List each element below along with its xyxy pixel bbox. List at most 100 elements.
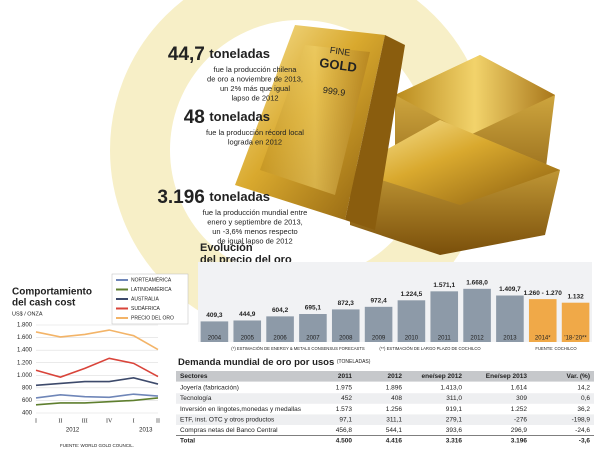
bar [233,320,262,342]
footnote: (*) ESTIMACIÓN DE ENERGY & METALS CONSEN… [231,346,365,351]
table-cell: 4.416 [386,438,403,445]
legend-label: PRECIO DEL ORO [131,315,174,321]
callout-headline: 44,7 toneladas [168,44,270,65]
callout-number: 48 [184,107,205,128]
series-line [35,376,159,387]
x-tick-label: 2006 [273,336,287,342]
callout-text: fue la producción mundial entre [203,208,308,217]
plot-bg [198,262,592,342]
table-cell: 296,9 [511,427,528,434]
x-tick-label: 2011 [438,336,452,342]
table-cell: 1.573 [336,406,353,413]
table-cell: 14,2 [577,385,590,392]
table-cell: Tecnología [180,395,212,402]
table-cell: 279,1 [446,416,463,423]
y-tick-label: 400 [22,411,33,417]
table-title: Demanda mundial de oro por usos (TONELAD… [178,357,371,368]
bar [561,302,590,342]
value-label: 1.409,7 [499,286,521,293]
series-line [35,329,159,351]
callout-unit: toneladas [209,189,270,204]
chart-title: del cash cost [12,298,76,309]
x-tick-label: 2009 [372,336,386,342]
table-header: Sectores [180,373,208,380]
bar [299,314,327,342]
callout-headline: 48 toneladas [184,107,270,128]
callout-text: fue la producción chilena [214,65,298,74]
source: FUENTE: WORLD GOLD COUNCIL. [60,443,134,448]
callout-text: un -3,6% menos respecto [212,227,297,236]
table-unit: (TONELADAS) [337,359,371,365]
table-cell: 0,6 [581,395,590,402]
table-cell: 452 [341,395,352,402]
table-cell: 311,0 [446,395,462,402]
bar [496,295,524,342]
table-cell: 1.252 [511,406,528,413]
y-tick-label: 800 [22,385,33,391]
table-cell: 456,8 [336,427,353,434]
x-tick-label: II [156,418,160,424]
table-cell: Total [180,438,195,445]
callout-text: lograda en 2012 [228,137,282,146]
bar [266,316,294,342]
callout-text: lapso de 2012 [231,93,278,102]
legend-label: NORTEAMÉRICA [131,276,172,283]
value-label: 1.132 [567,293,584,300]
table-cell: Compras netas del Banco Central [180,427,278,434]
value-label: 604,2 [272,307,289,314]
y-tick-label: 1.400 [17,348,33,354]
gold-bars: FINE GOLD 999.9 [235,25,560,255]
y-tick-label: 1.600 [17,335,33,341]
x-tick-label: I [133,418,135,424]
y-tick-label: 1.800 [17,323,33,329]
x-tick-label: III [82,418,88,424]
bar-stamp: FINE [329,45,351,58]
y-tick-label: 1.000 [17,373,33,379]
table-cell: -198,9 [572,416,591,423]
series-line [35,397,159,406]
table-cell: 1.614 [511,385,528,392]
callout-number: 44,7 [168,44,205,65]
table-title-text: Demanda mundial de oro por usos [178,357,334,368]
y-tick-label: 600 [22,398,33,404]
table-cell: 1.896 [386,385,403,392]
value-label: 972,4 [370,298,387,305]
table-cell: 1.975 [336,385,353,392]
table-header-bg [176,371,594,382]
value-label: 1.668,0 [466,280,488,287]
x-tick-label: 2012 [470,336,484,342]
callout-headline: 3.196 toneladas [157,187,270,208]
legend-label: AUSTRALIA [131,296,159,302]
x-tick-label: 2014* [535,336,551,342]
table-header: Var. (%) [567,373,590,380]
table-header: 2012 [388,373,403,380]
callout-unit: toneladas [209,46,270,61]
x-group-label: 2012 [66,428,80,434]
table-header: Ene/sep 2013 [486,373,528,380]
bar [200,321,229,342]
x-tick-label: IV [106,418,113,424]
series-line [35,357,159,379]
x-tick-label: II [58,418,62,424]
table-cell: 4.500 [336,438,353,445]
callout-number: 3.196 [157,187,205,208]
table-cell: 1.413,0 [440,385,462,392]
table-header: ene/sep 2012 [422,373,463,380]
table-cell: 36,2 [577,406,590,413]
x-tick-label: 2004 [208,336,222,342]
legend-label: LATINOAMÉRICA [131,286,172,293]
x-tick-label: I [35,418,37,424]
table-cell: Joyería (fabricación) [180,385,239,392]
table-cell: 408 [391,395,402,402]
x-tick-label: 2005 [241,336,255,342]
chart-title: Evolución [200,242,253,254]
bar [331,309,360,342]
callout-text: enero y septiembre de 2013, [207,217,302,226]
x-tick-label: 2013 [503,336,517,342]
bar-stamp: 999.9 [322,85,346,98]
y-tick-label: 1.200 [17,360,33,366]
x-group-label: 2013 [139,428,153,434]
callout-text: un 2% más que igual [220,84,290,93]
x-tick-label: 2010 [405,336,419,342]
